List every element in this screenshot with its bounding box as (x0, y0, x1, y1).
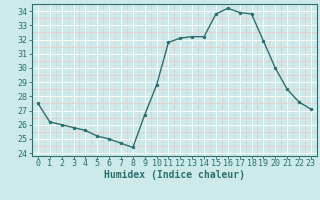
X-axis label: Humidex (Indice chaleur): Humidex (Indice chaleur) (104, 170, 245, 180)
